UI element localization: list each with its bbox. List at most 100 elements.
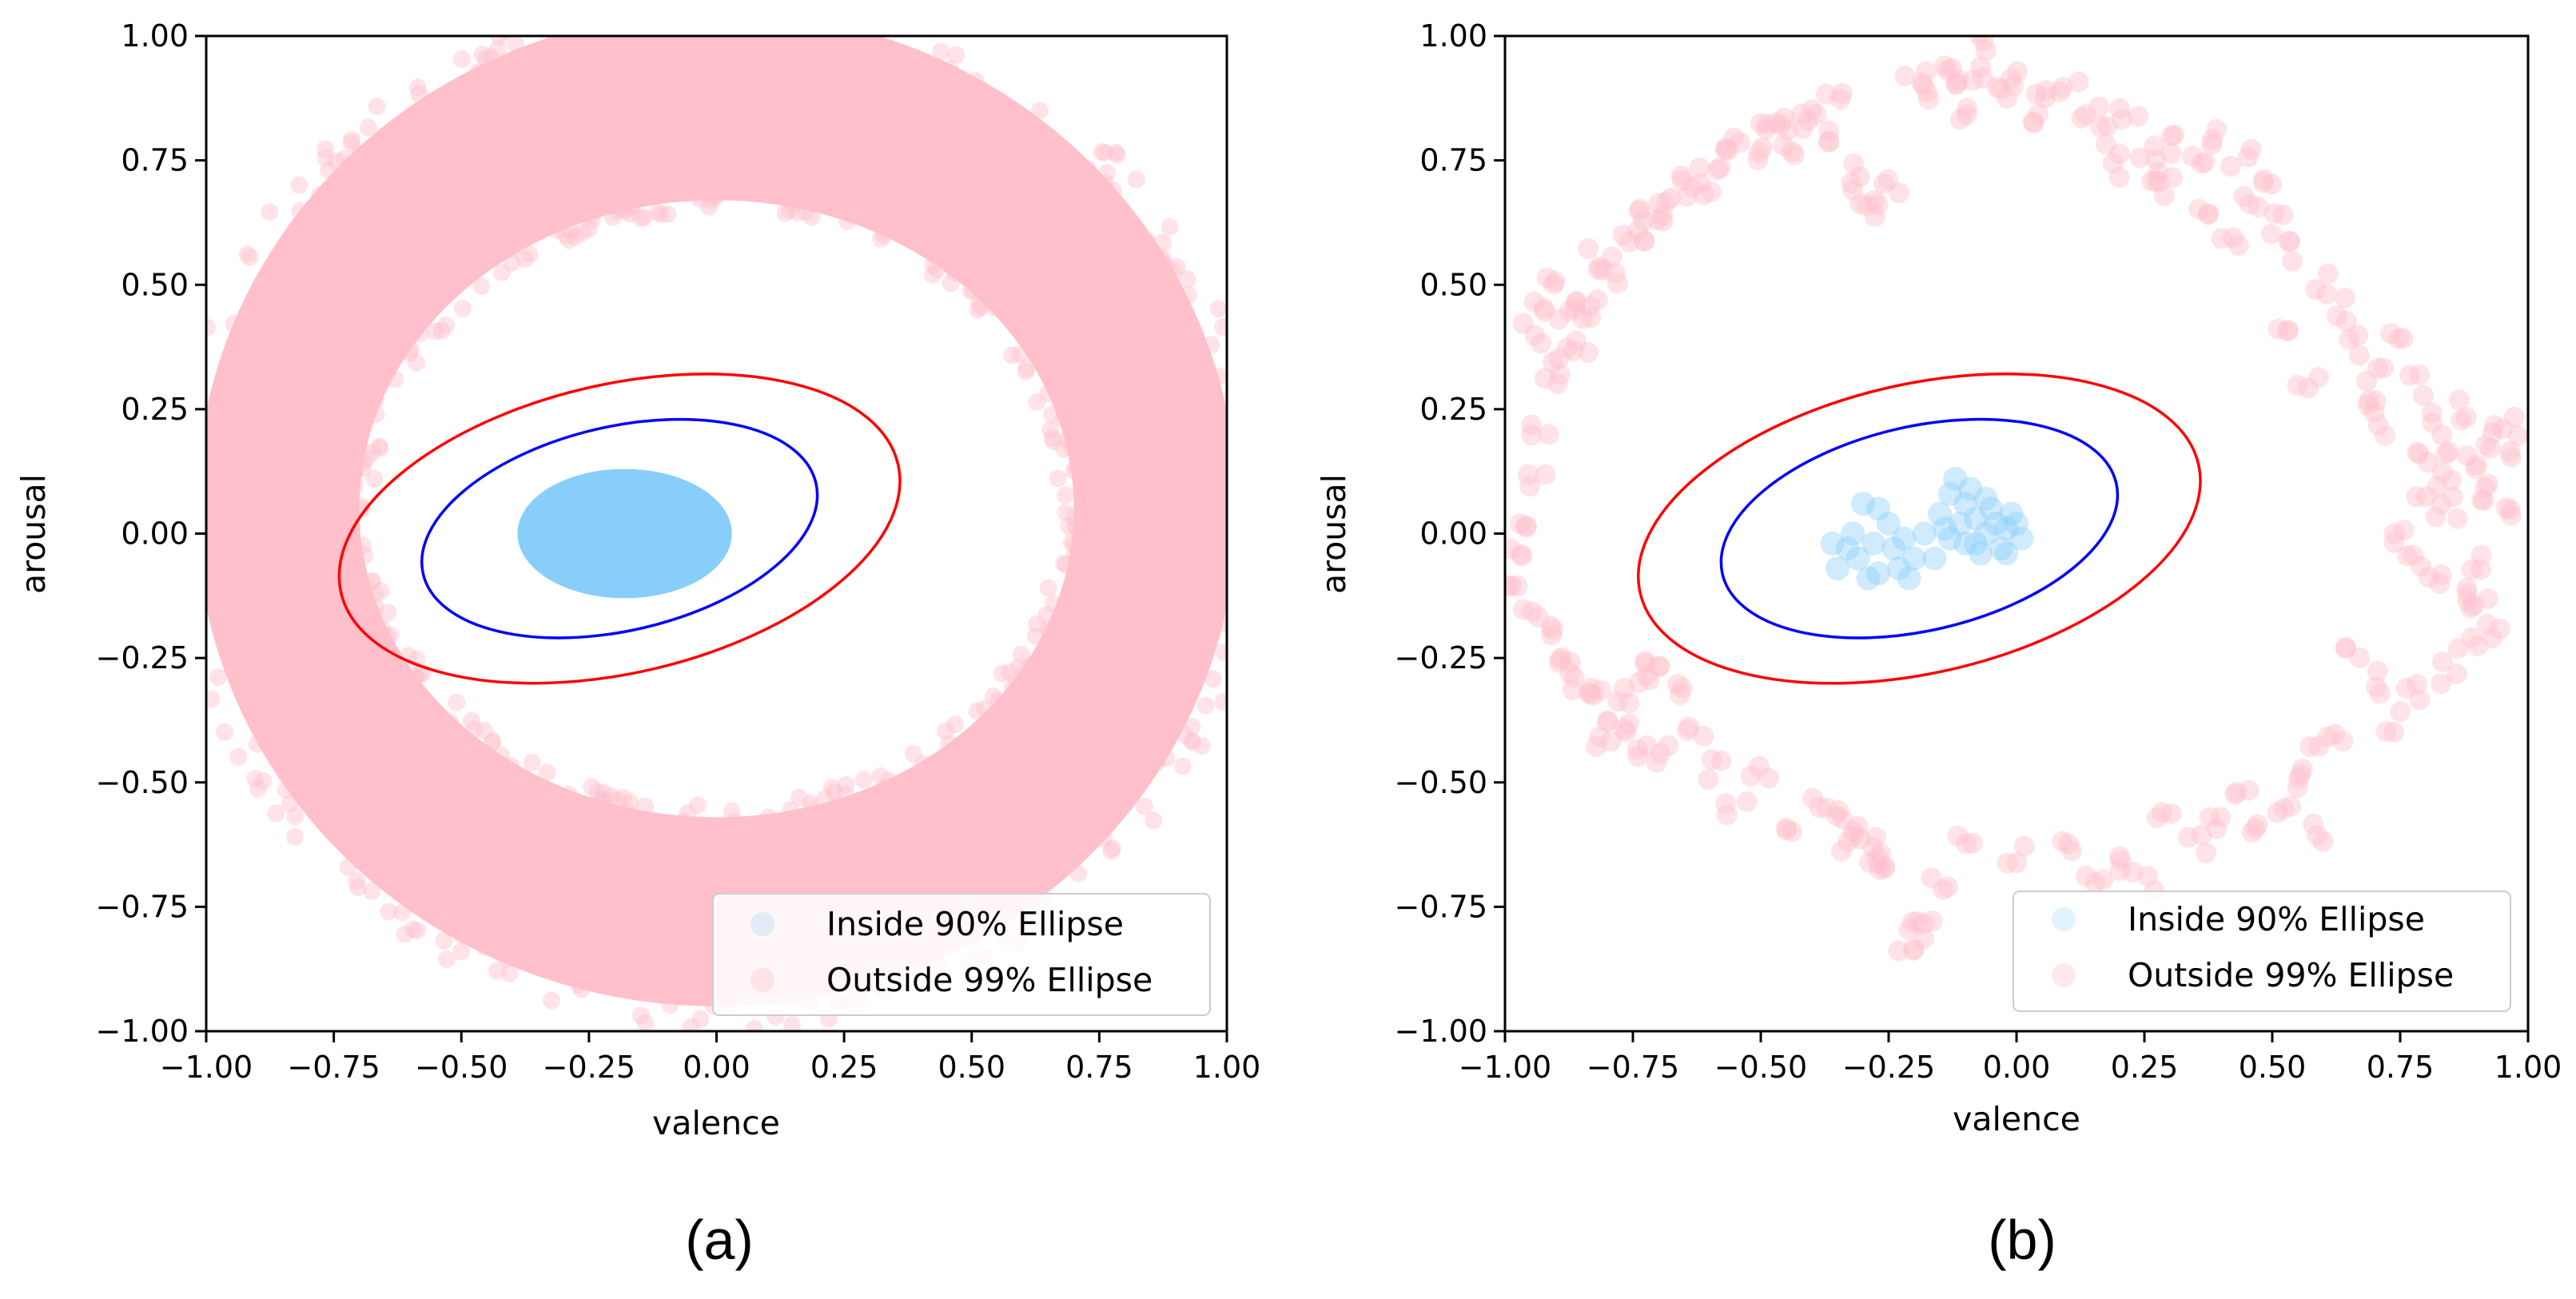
outside-point — [2367, 660, 2388, 682]
outside-point — [2477, 588, 2498, 609]
y-axis-label: arousal — [1315, 474, 1353, 594]
outside-point — [1618, 231, 1640, 253]
outside-point — [2145, 149, 2167, 170]
outside-point — [2443, 486, 2464, 508]
outside-point — [2421, 402, 2443, 424]
outside-point — [1096, 143, 1114, 161]
outside-point — [1856, 195, 1877, 217]
outside-point — [801, 794, 819, 812]
outside-point — [1612, 225, 1634, 246]
outside-point — [476, 721, 494, 739]
outside-point — [1536, 267, 1558, 289]
outside-point — [2277, 320, 2299, 341]
outside-point — [816, 790, 834, 808]
outside-point — [1060, 517, 1078, 536]
outside-point — [1507, 576, 1528, 597]
outside-point — [1065, 508, 1083, 526]
outside-point — [1138, 231, 1157, 249]
outside-point — [2108, 143, 2130, 165]
outside-point — [1989, 79, 2011, 101]
outside-point — [2483, 415, 2505, 436]
outside-point — [310, 186, 328, 205]
outside-point — [2273, 798, 2295, 819]
outside-point — [1714, 139, 1736, 161]
outside-point — [1921, 867, 1942, 889]
outside-point — [1228, 483, 1245, 500]
outside-point — [559, 231, 578, 249]
outside-point — [1781, 141, 1802, 162]
outside-point — [1678, 716, 1700, 738]
outside-point — [346, 476, 364, 495]
series-inside-90-ellipse — [1820, 467, 2034, 591]
outside-point — [1215, 643, 1227, 661]
outside-point — [359, 118, 377, 137]
outside-point — [691, 190, 710, 209]
outside-point — [1969, 36, 1989, 45]
outside-point — [675, 812, 693, 831]
outside-point — [1540, 616, 1562, 637]
outside-point — [2239, 193, 2260, 214]
outside-point — [1636, 664, 1658, 686]
outside-point — [1108, 145, 1126, 164]
outside-point — [1646, 751, 1667, 773]
outside-point — [354, 536, 372, 555]
outside-point — [2237, 146, 2259, 168]
y-tick-label: 0.00 — [1419, 516, 1487, 552]
outside-point — [437, 950, 456, 969]
outside-point — [1818, 131, 1840, 153]
panel-caption-b: (b) — [1988, 1209, 2056, 1271]
outside-point — [2503, 406, 2525, 428]
inside-point — [1866, 561, 1891, 586]
outside-point — [1902, 939, 1924, 961]
outside-point — [2476, 613, 2498, 635]
outside-point — [2406, 486, 2427, 508]
outside-point — [947, 46, 966, 64]
outside-point — [1740, 765, 1762, 787]
outside-point — [1535, 464, 1556, 485]
outside-point — [2025, 83, 2047, 105]
outside-point — [583, 211, 601, 229]
outside-point — [1868, 853, 1889, 875]
outside-point — [2409, 364, 2431, 385]
outside-point — [246, 769, 265, 787]
outside-point — [507, 36, 525, 54]
outside-point — [366, 585, 384, 604]
outside-point — [1548, 651, 1570, 673]
outside-point — [476, 938, 494, 956]
outside-point — [631, 0, 649, 14]
inside-point — [1979, 496, 2003, 521]
outside-point — [1831, 82, 1853, 104]
outside-point — [725, 0, 743, 14]
outside-point — [448, 693, 466, 711]
outside-point — [1949, 109, 1971, 130]
outside-point — [503, 240, 521, 258]
outside-point — [1580, 677, 1602, 699]
outside-point — [1765, 112, 1786, 133]
x-axis-label: valence — [652, 1104, 780, 1142]
outside-point — [1065, 545, 1084, 564]
outside-point — [1671, 677, 1693, 699]
outside-point — [704, 185, 723, 204]
x-tick-label: 1.00 — [2494, 1050, 2562, 1085]
outside-point — [1798, 110, 1819, 131]
outside-point — [1057, 504, 1075, 522]
y-tick-label: 1.00 — [121, 18, 189, 54]
outside-point — [2332, 731, 2354, 752]
outside-point — [543, 991, 561, 1010]
outside-point — [1533, 297, 1555, 319]
outside-point — [914, 755, 933, 773]
outside-point — [1671, 169, 1693, 191]
outside-point — [1030, 102, 1049, 120]
outside-point — [2499, 499, 2521, 520]
outside-point — [2383, 523, 2405, 544]
outside-point — [1003, 346, 1021, 365]
outside-point — [1755, 118, 1777, 140]
outside-point — [2335, 638, 2356, 659]
outside-point — [631, 1006, 650, 1025]
outside-point — [2136, 866, 2158, 887]
outside-point — [2456, 445, 2478, 467]
outside-point — [1818, 130, 1840, 152]
outside-point — [1829, 88, 1851, 110]
outside-point — [1562, 679, 1583, 700]
outside-point — [2052, 831, 2073, 852]
